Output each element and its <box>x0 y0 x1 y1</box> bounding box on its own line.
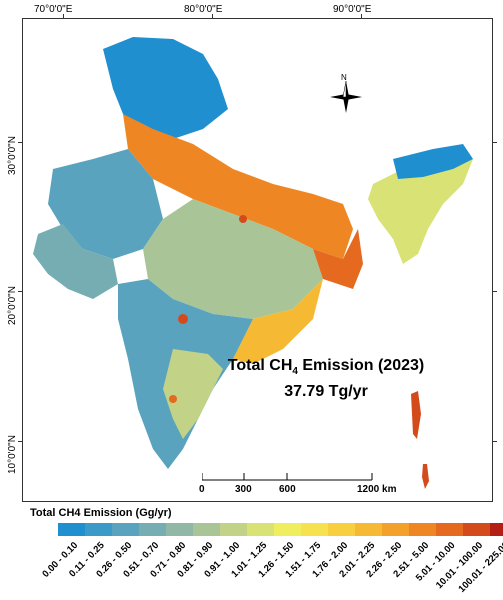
latitude-tick <box>18 291 23 292</box>
gujarat-region <box>33 224 118 299</box>
northeast-region <box>368 149 473 264</box>
legend-swatch <box>355 523 382 536</box>
andaman-islands <box>411 391 421 439</box>
legend-title: Total CH4 Emission (Gg/yr) <box>30 507 172 519</box>
map-frame <box>22 18 493 502</box>
eastern-coast <box>233 279 323 364</box>
longitude-tick <box>63 14 64 19</box>
scale-bar <box>202 473 373 481</box>
hotspot <box>169 395 177 403</box>
northeast-north <box>393 144 473 179</box>
legend-swatch <box>436 523 463 536</box>
scale-label: 600 <box>279 484 296 495</box>
longitude-label: 70°0'0"E <box>34 4 73 15</box>
legend-swatch <box>220 523 247 536</box>
southern-coast-band <box>163 349 223 439</box>
latitude-tick <box>492 291 497 292</box>
total-emission-value: 37.79 Tg/yr <box>284 383 368 401</box>
legend-swatch <box>490 523 503 536</box>
latitude-tick <box>18 142 23 143</box>
legend-swatch <box>58 523 85 536</box>
eastern-region <box>313 229 363 289</box>
central-region <box>143 199 323 319</box>
legend-swatch <box>382 523 409 536</box>
legend-swatch <box>85 523 112 536</box>
north-arrow-icon <box>330 80 362 113</box>
legend-swatch <box>139 523 166 536</box>
india-emission-map <box>33 37 473 489</box>
latitude-tick <box>492 441 497 442</box>
legend-swatch <box>274 523 301 536</box>
longitude-tick <box>212 14 213 19</box>
legend-labels: 0.00 - 0.10 0.11 - 0.25 0.26 - 0.50 0.51 - … <box>40 540 503 600</box>
legend-swatch <box>328 523 355 536</box>
longitude-tick <box>361 14 362 19</box>
legend-color-bar <box>58 523 503 536</box>
latitude-tick <box>492 142 497 143</box>
legend-swatch <box>463 523 490 536</box>
legend-swatch <box>112 523 139 536</box>
legend-swatch <box>409 523 436 536</box>
latitude-label: 30°0'0"N <box>7 136 18 175</box>
legend-swatch <box>193 523 220 536</box>
map-title: Total CH4 Emission (2023) 37.79 Tg/yr <box>206 356 446 402</box>
hotspot <box>178 314 188 324</box>
scale-label: 300 <box>235 484 252 495</box>
legend-swatch <box>247 523 274 536</box>
indo-gangetic-plain <box>123 114 353 259</box>
northern-region <box>103 37 228 139</box>
latitude-label: 20°0'0"N <box>7 286 18 325</box>
western-region <box>48 149 163 259</box>
legend-swatch <box>166 523 193 536</box>
scale-label: 1200 km <box>357 484 397 495</box>
latitude-label: 10°0'0"N <box>7 435 18 474</box>
legend-swatch <box>301 523 328 536</box>
latitude-tick <box>18 441 23 442</box>
hotspot <box>239 215 247 223</box>
longitude-label: 90°0'0"E <box>333 4 372 15</box>
longitude-label: 80°0'0"E <box>184 4 223 15</box>
nicobar-islands <box>422 464 429 489</box>
scale-label: 0 <box>199 484 205 495</box>
north-label: N <box>341 73 347 82</box>
